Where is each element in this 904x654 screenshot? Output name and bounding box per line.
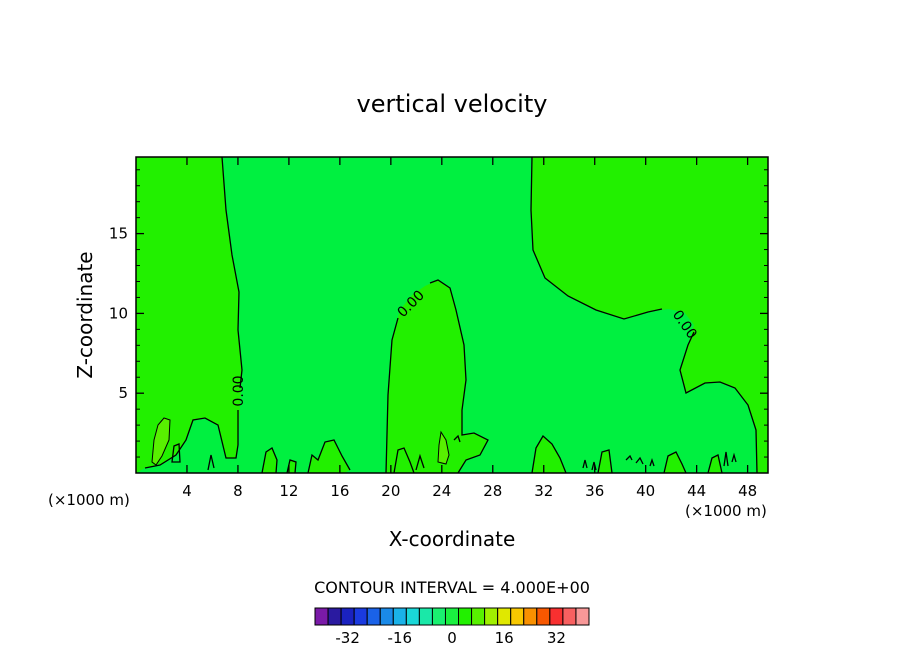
x-ticks: 4 8 12 16 20 24 28 32 36 40 44 48: [182, 157, 757, 500]
region-strong-positive: [437, 430, 450, 465]
chart-title: vertical velocity: [357, 90, 548, 118]
x-tick-label: 32: [534, 482, 553, 500]
y-axis-label: Z-coordinate: [73, 251, 97, 378]
x-unit-right: (×1000 m): [685, 502, 767, 520]
colorbar-swatch: [340, 607, 355, 626]
colorbar-label: -16: [388, 629, 413, 647]
x-tick-label: 4: [182, 482, 192, 500]
colorbar-label: -32: [335, 629, 360, 647]
x-tick-label: 28: [483, 482, 502, 500]
colorbar-label: 0: [447, 629, 457, 647]
plot-frame: [135, 156, 769, 474]
colorbar-label: 32: [547, 629, 566, 647]
bump: [308, 440, 350, 473]
y-ticks: 5 10 15: [109, 169, 768, 458]
x-tick-label: 40: [636, 482, 655, 500]
colorbar-swatch: [314, 607, 329, 626]
x-tick-label: 36: [585, 482, 604, 500]
colorbar-swatch: [562, 607, 577, 626]
colorbar-swatch: [392, 607, 407, 626]
colorbar-label: 16: [495, 629, 514, 647]
y-tick-label: 5: [118, 384, 128, 402]
colorbar-swatch: [549, 607, 564, 626]
colorbar: [314, 607, 590, 626]
region-center-positive: [386, 280, 488, 473]
x-unit-left: (×1000 m): [48, 491, 130, 509]
colorbar-swatch: [418, 607, 433, 626]
x-tick-label: 20: [381, 482, 400, 500]
colorbar-swatch: [327, 607, 342, 626]
colorbar-swatch: [444, 607, 460, 626]
colorbar-swatch: [575, 607, 590, 626]
colorbar-swatch: [484, 607, 499, 626]
x-tick-label: 24: [432, 482, 451, 500]
colorbar-swatch: [536, 607, 551, 626]
region-right-positive: [531, 157, 768, 473]
colorbar-swatch: [523, 607, 538, 626]
bump: [532, 436, 566, 473]
colorbar-swatch: [497, 607, 512, 626]
region-strong-positive: [151, 417, 171, 466]
x-tick-label: 16: [330, 482, 349, 500]
colorbar-swatch: [458, 607, 473, 626]
colorbar-swatch: [366, 607, 381, 626]
colorbar-swatch: [431, 607, 446, 626]
zero-contours: [144, 157, 758, 473]
x-tick-label: 8: [233, 482, 243, 500]
x-tick-label: 44: [687, 482, 706, 500]
colorbar-swatch: [405, 607, 420, 626]
bump: [394, 448, 414, 473]
x-tick-label: 12: [279, 482, 298, 500]
colorbar-swatch: [471, 607, 486, 626]
colorbar-labels: -32 -16 0 16 32: [335, 629, 566, 647]
contour-interval: CONTOUR INTERVAL = 4.000E+00: [314, 578, 590, 597]
contour-label: 0.00: [231, 375, 247, 406]
region-left-positive: [136, 157, 242, 473]
colorbar-swatch: [510, 607, 525, 626]
x-axis-label: X-coordinate: [389, 527, 516, 551]
plot-area: 0.00 0.00 0.00: [136, 157, 768, 473]
x-tick-label: 48: [738, 482, 757, 500]
y-tick-label: 10: [109, 304, 128, 322]
colorbar-swatch: [353, 607, 368, 626]
bump: [664, 452, 686, 473]
y-tick-label: 15: [109, 225, 128, 243]
colorbar-swatch: [379, 607, 394, 626]
